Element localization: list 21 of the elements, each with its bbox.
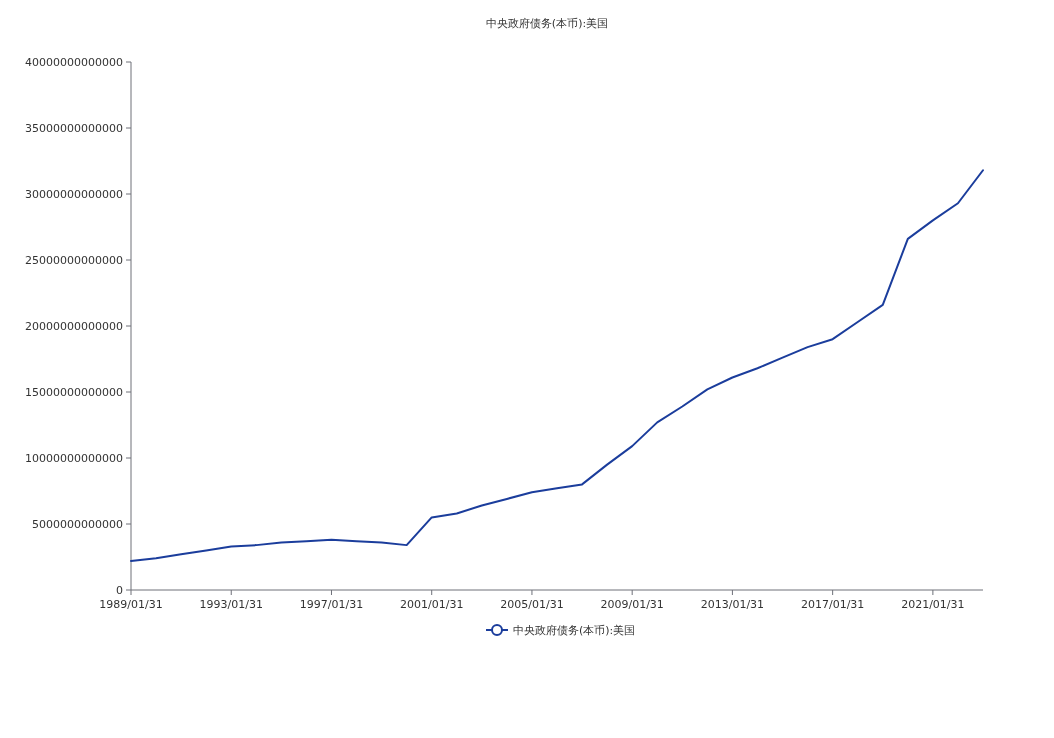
legend-label: 中央政府债务(本币):美国: [513, 624, 636, 637]
x-tick-label: 2017/01/31: [800, 598, 865, 611]
y-tick-label: 20000000000000: [25, 320, 123, 333]
x-tick-label: 2001/01/31: [400, 598, 464, 611]
chart-title: 中央政府债务(本币):美国: [485, 17, 609, 30]
x-tick-label: 2005/01/31: [500, 598, 564, 611]
x-tick-label: 1993/01/31: [199, 598, 263, 611]
y-tick-label: 10000000000000: [25, 452, 123, 465]
y-tick-label: 0: [116, 584, 123, 597]
x-tick-label: 2013/01/31: [700, 598, 765, 611]
x-tick-label: 2009/01/31: [600, 598, 664, 611]
y-tick-label: 40000000000000: [25, 56, 123, 69]
y-tick-label: 25000000000000: [25, 254, 123, 267]
y-tick-label: 35000000000000: [25, 122, 123, 135]
y-tick-label: 30000000000000: [25, 188, 123, 201]
line-series: [130, 169, 984, 562]
y-tick-label: 5000000000000: [32, 518, 123, 531]
x-tick-label: 1989/01/31: [99, 598, 163, 611]
y-tick-label: 15000000000000: [25, 386, 123, 399]
x-tick-label: 2021/01/31: [901, 598, 965, 611]
x-tick-label: 1997/01/31: [299, 598, 364, 611]
